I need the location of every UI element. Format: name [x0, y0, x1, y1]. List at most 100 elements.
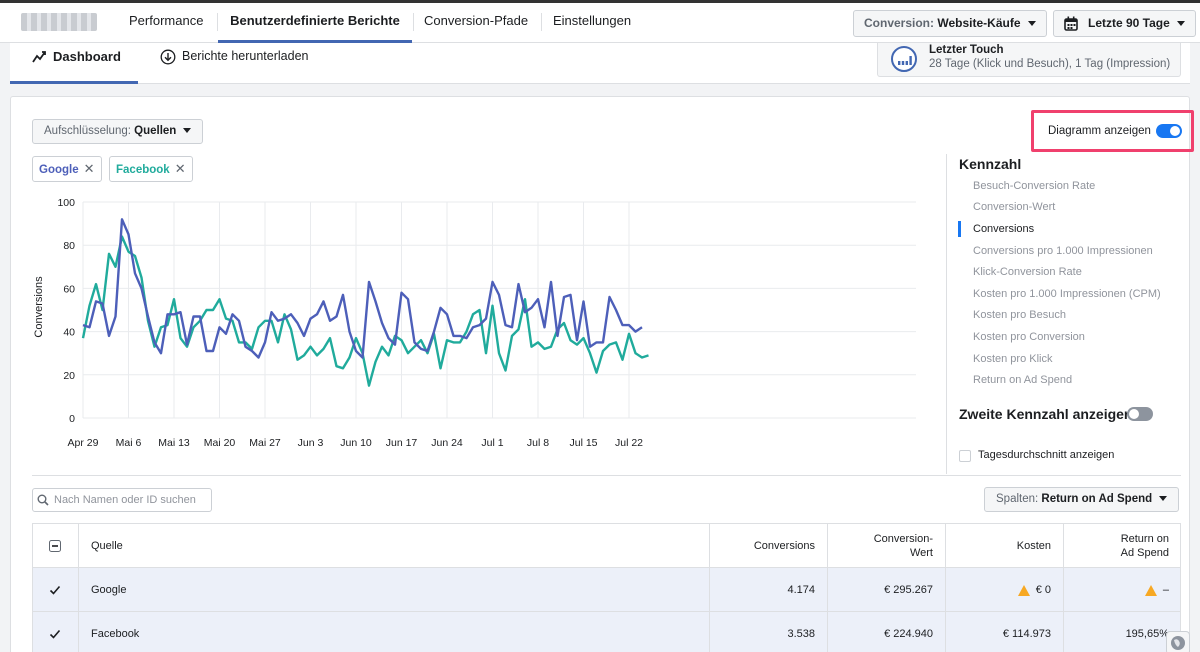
- attribution-title: Letzter Touch: [929, 44, 1004, 56]
- header-cost[interactable]: Kosten: [945, 524, 1063, 568]
- y-tick-label: 100: [57, 197, 75, 209]
- conversions-line-chart: 0 20 40 60 80 100 Apr 29 Mai 6 Mai 13 Mai 20 Mai …: [33, 197, 916, 449]
- header-text: Conversion-: [873, 533, 933, 545]
- chevron-down-icon: [1159, 496, 1168, 502]
- select-all-cell: [33, 524, 78, 568]
- metric-item[interactable]: Kosten pro Besuch: [973, 309, 1066, 321]
- cell-roas-value: –: [1162, 584, 1169, 596]
- header-conversion-value[interactable]: Conversion- Wert: [827, 524, 945, 568]
- metric-item[interactable]: Besuch-Conversion Rate: [973, 180, 1096, 192]
- breakdown-value: Quellen: [134, 125, 177, 137]
- table-header-row: Quelle Conversions Conversion- Wert Koste…: [33, 524, 1180, 568]
- attribution-setting[interactable]: Letzter Touch 28 Tage (Klick und Besuch)…: [877, 43, 1181, 77]
- cell-roas: 195,65%: [1063, 612, 1181, 652]
- columns-dropdown[interactable]: Spalten: Return on Ad Spend: [984, 487, 1180, 512]
- metric-item[interactable]: Kosten pro Klick: [973, 353, 1053, 365]
- table-row[interactable]: Facebook 3.538 € 224.940 € 114.973 195,6…: [33, 612, 1180, 652]
- chevron-down-icon: [183, 128, 192, 134]
- x-tick-label: Jul 8: [527, 437, 549, 449]
- cell-cost-value: € 0: [1035, 584, 1051, 596]
- tab-dashboard[interactable]: Dashboard: [10, 43, 138, 84]
- date-range-value: Letzte 90 Tage: [1088, 16, 1170, 30]
- search-input[interactable]: Nach Namen oder ID suchen: [32, 488, 212, 512]
- tab-divider: [541, 13, 542, 31]
- calendar-icon: [1064, 16, 1078, 31]
- columns-value: Return on Ad Spend: [1041, 493, 1153, 505]
- series-line-facebook: [81, 235, 649, 387]
- second-metric-label: Zweite Kennzahl anzeigen: [959, 406, 1133, 422]
- tab-dashboard-label: Dashboard: [53, 49, 121, 64]
- close-icon[interactable]: ✕: [174, 161, 186, 176]
- cell-source: Facebook: [78, 612, 709, 652]
- metric-item[interactable]: Klick-Conversion Rate: [973, 266, 1082, 278]
- metric-panel: Kennzahl Besuch-Conversion Rate Conversi…: [946, 154, 1181, 474]
- chevron-down-icon: [1027, 21, 1036, 27]
- y-tick-label: 20: [63, 370, 75, 382]
- checkmark-icon[interactable]: [49, 584, 61, 596]
- header-roas[interactable]: Return on Ad Spend: [1063, 524, 1181, 568]
- cell-cost: € 114.973: [945, 612, 1063, 652]
- tab-settings[interactable]: Einstellungen: [553, 13, 632, 28]
- cell-conversions: 3.538: [709, 612, 827, 652]
- x-tick-label: Jun 3: [298, 437, 324, 449]
- download-icon: [160, 49, 176, 65]
- filter-chip-facebook[interactable]: Facebook ✕: [109, 156, 193, 182]
- cell-source: Google: [78, 568, 709, 612]
- second-metric-toggle[interactable]: [1127, 407, 1153, 421]
- select-all-checkbox[interactable]: [49, 540, 61, 552]
- breakdown-dropdown[interactable]: Aufschlüsselung: Quellen: [32, 119, 204, 144]
- x-tick-label: Mai 20: [204, 437, 236, 449]
- chevron-down-icon: [1176, 21, 1185, 27]
- y-axis-label: Conversions: [33, 276, 45, 338]
- search-placeholder: Nach Namen oder ID suchen: [54, 494, 196, 506]
- conversion-dropdown[interactable]: Conversion: Website-Käufe: [853, 10, 1047, 37]
- metric-item[interactable]: Conversions pro 1.000 Impressionen: [973, 245, 1153, 257]
- tab-divider: [217, 13, 218, 31]
- header-conversions[interactable]: Conversions: [709, 524, 827, 568]
- x-tick-label: Mai 27: [249, 437, 281, 449]
- table-row[interactable]: Google 4.174 € 295.267 € 0 –: [33, 568, 1180, 612]
- header-source[interactable]: Quelle: [78, 524, 709, 568]
- columns-label: Spalten:: [996, 493, 1039, 505]
- cell-conversion-value: € 295.267: [827, 568, 945, 612]
- x-tick-label: Jul 22: [615, 437, 643, 449]
- row-checkbox-cell: [33, 568, 78, 612]
- header-text: Wert: [909, 547, 933, 559]
- conversion-value: Website-Käufe: [937, 16, 1021, 30]
- globe-icon[interactable]: [1166, 631, 1190, 652]
- y-tick-label: 60: [63, 283, 75, 295]
- checkmark-icon[interactable]: [49, 628, 61, 640]
- metric-item[interactable]: Kosten pro Conversion: [973, 331, 1085, 343]
- y-tick-label: 0: [69, 413, 75, 425]
- daily-average-label: Tagesdurchschnitt anzeigen: [978, 449, 1115, 461]
- show-chart-toggle[interactable]: [1156, 124, 1182, 138]
- series-line-google: [82, 218, 643, 359]
- divider: [32, 475, 1181, 476]
- x-tick-label: Jul 15: [569, 437, 597, 449]
- daily-average-checkbox[interactable]: [959, 450, 971, 462]
- selected-metric-indicator: [958, 221, 961, 237]
- metric-item[interactable]: Return on Ad Spend: [973, 374, 1073, 386]
- metric-item[interactable]: Conversion-Wert: [973, 201, 1056, 213]
- filter-chip-google[interactable]: Google ✕: [32, 156, 102, 182]
- close-icon[interactable]: ✕: [83, 161, 95, 176]
- metric-item[interactable]: Kosten pro 1.000 Impressionen (CPM): [973, 288, 1161, 300]
- search-icon: [37, 494, 49, 506]
- tab-divider: [413, 13, 414, 31]
- tab-performance[interactable]: Performance: [129, 13, 204, 28]
- show-chart-label: Diagramm anzeigen: [1048, 125, 1151, 137]
- metric-item-selected[interactable]: Conversions: [973, 223, 1035, 235]
- tab-custom-reports[interactable]: Benutzerdefinierte Berichte: [218, 3, 412, 43]
- tab-conversion-paths[interactable]: Conversion-Pfade: [424, 13, 529, 28]
- x-tick-label: Mai 13: [158, 437, 190, 449]
- date-range-dropdown[interactable]: Letzte 90 Tage: [1053, 10, 1196, 37]
- cell-conversions: 4.174: [709, 568, 827, 612]
- account-name-blurred: [21, 13, 97, 31]
- x-tick-label: Jun 24: [431, 437, 463, 449]
- header-text: Ad Spend: [1120, 547, 1169, 559]
- download-reports-label: Berichte herunterladen: [182, 49, 309, 63]
- line-chart-icon: [32, 51, 46, 63]
- top-bar: Performance Benutzerdefinierte Berichte …: [0, 0, 1200, 43]
- warning-icon: [1017, 584, 1030, 596]
- row-checkbox-cell: [33, 612, 78, 652]
